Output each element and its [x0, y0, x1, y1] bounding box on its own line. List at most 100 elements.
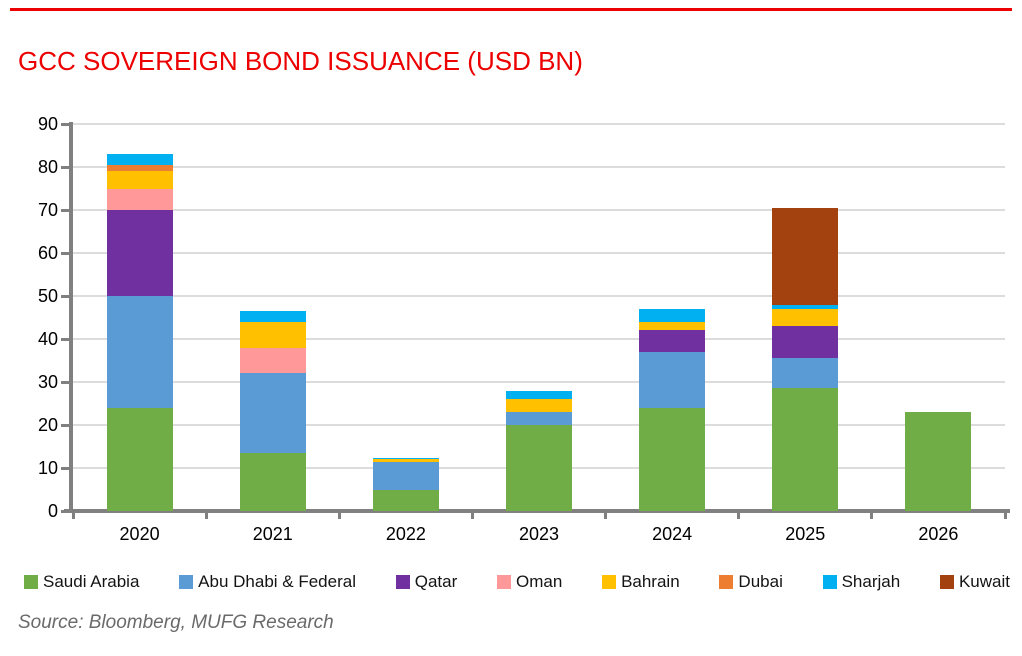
- y-axis-label-80: 80: [37, 157, 58, 177]
- y-axis-label-20: 20: [37, 415, 58, 435]
- gridline-y-50: [73, 295, 1005, 297]
- bar-segment-2022-abu-dhabi-federal: [372, 461, 439, 490]
- legend-item-dubai: Dubai: [719, 572, 783, 592]
- x-axis-label-2021: 2021: [252, 524, 293, 544]
- gridline-y-80: [73, 166, 1005, 168]
- bar-segment-2020-qatar: [106, 210, 173, 297]
- legend-item-sharjah: Sharjah: [822, 572, 901, 592]
- x-axis-label-2023: 2023: [518, 524, 560, 544]
- x-axis-line: [64, 509, 1010, 513]
- bar-segment-2025-bahrain: [772, 308, 839, 327]
- plot-area: [73, 123, 1005, 511]
- gridline-y-60: [73, 252, 1005, 254]
- x-tick-4: [604, 509, 608, 519]
- bar-segment-2023-saudi-arabia: [506, 425, 572, 511]
- bar-segment-2024-qatar: [639, 330, 706, 352]
- legend-swatch-icon: [179, 575, 194, 589]
- bar-segment-2023-abu-dhabi-federal: [506, 412, 572, 425]
- bar-segment-2024-sharjah: [639, 308, 706, 322]
- legend-item-kuwait: Kuwait: [939, 572, 1010, 592]
- bar-segment-2022-bahrain: [372, 459, 439, 462]
- legend-item-oman: Oman: [497, 572, 562, 592]
- bar-segment-2020-bahrain: [106, 171, 173, 189]
- y-tick-90: [61, 122, 69, 126]
- bar-segment-2025-abu-dhabi-federal: [772, 358, 839, 389]
- chart-title: GCC SOVEREIGN BOND ISSUANCE (USD BN): [18, 46, 583, 76]
- y-tick-0: [61, 509, 69, 513]
- bar-segment-2024-saudi-arabia: [639, 407, 706, 511]
- bar-segment-2022-saudi-arabia: [372, 489, 439, 511]
- y-axis-label-10: 10: [37, 458, 58, 478]
- legend-label: Bahrain: [621, 572, 680, 591]
- bar-segment-2023-bahrain: [506, 399, 572, 413]
- y-axis-line: [69, 122, 73, 513]
- bar-segment-2022-sharjah: [372, 458, 439, 460]
- legend-label: Saudi Arabia: [43, 572, 140, 591]
- x-tick-1: [204, 509, 208, 519]
- bar-segment-2025-sharjah: [772, 304, 839, 309]
- y-tick-30: [61, 380, 69, 384]
- top-divider-rule: [10, 8, 1012, 11]
- legend-label: Abu Dhabi & Federal: [198, 572, 356, 591]
- bar-stack-2022: [372, 458, 439, 511]
- bar-stack-2026: [905, 412, 972, 511]
- bar-stack-2020: [106, 154, 173, 511]
- bar-segment-2026-saudi-arabia: [905, 412, 972, 511]
- x-axis-label-2025: 2025: [785, 524, 826, 544]
- x-tick-7: [1003, 509, 1007, 519]
- y-axis-label-90: 90: [37, 114, 58, 134]
- legend-label: Dubai: [738, 572, 783, 591]
- legend-swatch-icon: [939, 575, 954, 589]
- legend-swatch-icon: [395, 575, 410, 589]
- legend-item-bahrain: Bahrain: [602, 572, 680, 592]
- bar-segment-2020-sharjah: [106, 154, 173, 165]
- bar-segment-2020-dubai: [106, 164, 173, 172]
- legend-item-abu-dhabi-federal: Abu Dhabi & Federal: [179, 572, 356, 592]
- bar-segment-2025-kuwait: [772, 207, 839, 305]
- legend-label: Sharjah: [841, 572, 901, 591]
- bar-segment-2020-abu-dhabi-federal: [106, 296, 173, 408]
- gridline-y-90: [73, 123, 1005, 125]
- legend-swatch-icon: [602, 575, 617, 589]
- bar-segment-2024-abu-dhabi-federal: [639, 351, 706, 408]
- bar-segment-2021-oman: [239, 347, 306, 374]
- y-tick-80: [61, 165, 69, 169]
- y-tick-70: [61, 208, 69, 212]
- y-tick-50: [61, 294, 69, 298]
- x-axis-label-2026: 2026: [918, 524, 959, 544]
- legend-swatch-icon: [719, 575, 734, 589]
- y-tick-40: [61, 337, 69, 341]
- y-axis-label-70: 70: [37, 200, 58, 220]
- x-tick-5: [737, 509, 741, 519]
- y-tick-20: [61, 423, 69, 427]
- y-axis-label-50: 50: [37, 286, 58, 306]
- bar-stack-2024: [639, 308, 706, 511]
- gridline-y-30: [73, 381, 1005, 383]
- bar-stack-2021: [239, 311, 306, 511]
- legend-swatch-icon: [24, 575, 38, 589]
- legend-swatch-icon: [822, 575, 837, 589]
- x-axis-label-2024: 2024: [652, 524, 693, 544]
- bar-segment-2021-saudi-arabia: [239, 452, 306, 511]
- bar-segment-2020-oman: [106, 188, 173, 211]
- y-axis-label-40: 40: [37, 329, 58, 349]
- x-tick-2: [337, 509, 341, 519]
- gridline-y-70: [73, 209, 1005, 211]
- y-tick-60: [61, 251, 69, 255]
- legend-swatch-icon: [497, 575, 512, 589]
- bar-segment-2023-sharjah: [506, 390, 572, 400]
- legend-item-saudi-arabia: Saudi Arabia: [24, 572, 139, 592]
- y-tick-10: [61, 466, 69, 470]
- y-axis-label-60: 60: [37, 243, 58, 263]
- bar-segment-2021-sharjah: [239, 311, 306, 322]
- bar-segment-2024-bahrain: [639, 321, 706, 331]
- bar-segment-2020-saudi-arabia: [106, 407, 173, 511]
- legend-label: Oman: [516, 572, 563, 591]
- y-axis-label-30: 30: [37, 372, 58, 392]
- bar-segment-2021-abu-dhabi-federal: [239, 373, 306, 453]
- bar-segment-2025-saudi-arabia: [772, 388, 839, 511]
- legend-item-qatar: Qatar: [395, 572, 457, 592]
- chart-legend: Saudi Arabia Abu Dhabi & Federal Qatar Oman…: [24, 572, 1010, 592]
- x-tick-3: [470, 509, 474, 519]
